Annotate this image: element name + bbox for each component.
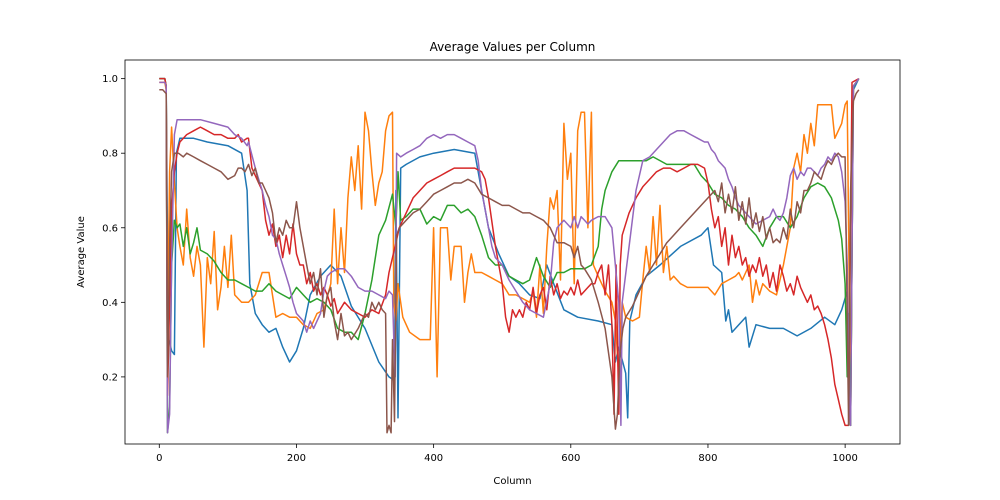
y-tick-label: 1.0 [102,74,118,85]
y-tick-label: 0.4 [102,298,118,309]
x-axis-label: Column [493,476,531,487]
series-line-2 [159,78,860,427]
y-tick-label: 0.8 [102,149,118,160]
series-line-4 [159,77,860,427]
series-line-6 [159,89,860,434]
x-tick-label: 800 [698,453,717,464]
y-tick-label: 0.6 [102,223,118,234]
chart-title: Average Values per Column [430,40,596,54]
plot-frame [124,59,901,445]
series-line-3 [159,77,860,434]
x-tick-label: 1000 [832,453,857,464]
series-line-1 [159,77,860,427]
x-axis: 0 200 400 600 800 1000 [156,444,858,464]
y-axis: 0.2 0.4 0.6 0.8 1.0 [102,74,125,383]
y-axis-label: Average Value [76,216,87,288]
series-line-5 [159,78,860,434]
y-tick-label: 0.2 [102,372,118,383]
x-tick-label: 0 [156,453,162,464]
x-tick-label: 600 [561,453,580,464]
x-tick-label: 200 [287,453,306,464]
series-layer [159,77,860,434]
x-tick-label: 400 [424,453,443,464]
